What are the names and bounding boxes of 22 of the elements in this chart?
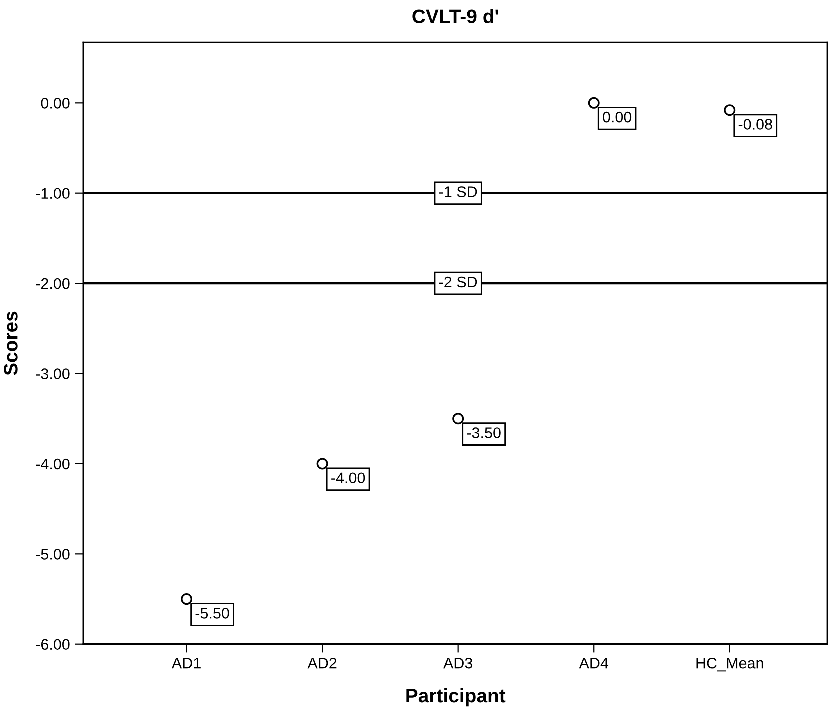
ref-line-label: -2 SD <box>439 276 478 288</box>
data-label: -4.00 <box>332 472 366 484</box>
data-label: 0.00 <box>603 112 632 123</box>
data-label: -5.50 <box>196 608 230 619</box>
y-tick-label: -1.00 <box>36 188 70 200</box>
x-tick-label: HC_Mean <box>696 658 764 672</box>
y-tick-label: -6.00 <box>36 639 70 650</box>
x-axis-title: Participant <box>406 688 506 707</box>
y-tick-label: -3.00 <box>36 368 70 380</box>
x-tick-label: AD2 <box>308 658 337 669</box>
x-tick-label: AD4 <box>579 658 609 669</box>
y-tick-label: 0.00 <box>41 98 70 109</box>
y-tick-label: -2.00 <box>36 278 70 290</box>
ref-line-label: -1 SD <box>439 186 478 198</box>
y-tick-label: -4.00 <box>36 458 70 470</box>
x-tick-label: AD1 <box>172 658 201 669</box>
x-tick-label: AD3 <box>444 658 473 669</box>
chart-title: CVLT-9 d' <box>412 9 498 24</box>
y-axis-title: Scores <box>4 312 18 376</box>
data-label: -3.50 <box>467 428 501 438</box>
data-label: -0.08 <box>738 119 772 130</box>
y-tick-label: -5.00 <box>36 549 70 560</box>
